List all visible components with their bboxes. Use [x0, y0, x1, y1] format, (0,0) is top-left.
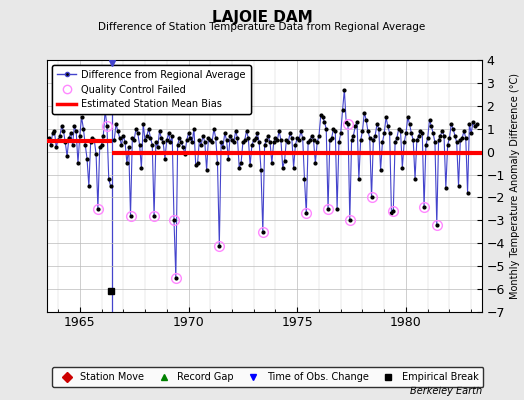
Text: LAJOIE DAM: LAJOIE DAM: [212, 10, 312, 25]
Legend: Difference from Regional Average, Quality Control Failed, Estimated Station Mean: Difference from Regional Average, Qualit…: [52, 65, 250, 114]
Y-axis label: Monthly Temperature Anomaly Difference (°C): Monthly Temperature Anomaly Difference (…: [510, 73, 520, 299]
Legend: Station Move, Record Gap, Time of Obs. Change, Empirical Break: Station Move, Record Gap, Time of Obs. C…: [52, 368, 484, 387]
Text: Berkeley Earth: Berkeley Earth: [410, 386, 482, 396]
Text: Difference of Station Temperature Data from Regional Average: Difference of Station Temperature Data f…: [99, 22, 425, 32]
